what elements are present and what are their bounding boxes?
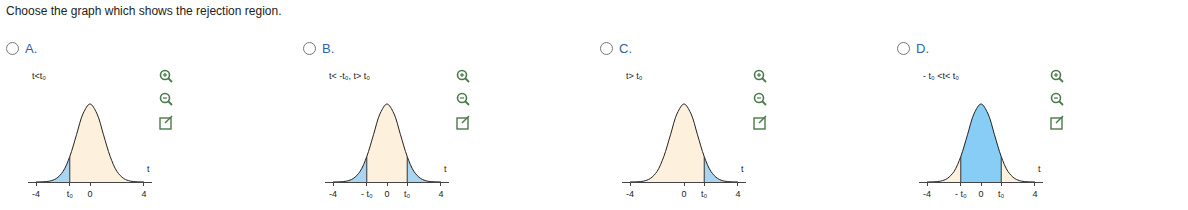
svg-text:0: 0 [978,189,983,199]
svg-text:- t₀ <t< t₀: - t₀ <t< t₀ [923,71,959,81]
html-text:A.: A. [25,41,38,56]
svg-text:0: 0 [384,189,389,199]
svg-text:0: 0 [681,189,686,199]
svg-text:-4: -4 [626,189,634,199]
svg-text:4: 4 [735,189,740,199]
svg-text:4: 4 [438,189,443,199]
html-text:C.: C. [619,41,632,56]
svg-text:0: 0 [87,189,92,199]
html-text:D.: D. [916,41,929,56]
svg-text:t: t [741,164,744,174]
svg-text:- t₀: - t₀ [955,189,967,199]
svg-text:t: t [1038,164,1041,174]
html-text:B.: B. [322,41,335,56]
svg-text:-4: -4 [923,189,931,199]
svg-text:- t₀: - t₀ [361,189,373,199]
svg-text:t: t [147,164,150,174]
svg-text:t<t₀: t<t₀ [32,71,46,81]
html-text:Choose the graph which shows t: Choose the graph which shows the rejecti… [6,4,282,18]
svg-text:4: 4 [141,189,146,199]
svg-text:t₀: t₀ [998,189,1005,199]
svg-text:t₀: t₀ [404,189,411,199]
svg-text:-4: -4 [329,189,337,199]
svg-text:-4: -4 [32,189,40,199]
svg-text:t> t₀: t> t₀ [626,71,643,81]
svg-text:t: t [444,164,447,174]
svg-text:t₀: t₀ [701,189,708,199]
svg-text:t₀: t₀ [67,189,74,199]
svg-text:t< -t₀, t> t₀: t< -t₀, t> t₀ [329,71,370,81]
svg-text:4: 4 [1032,189,1037,199]
